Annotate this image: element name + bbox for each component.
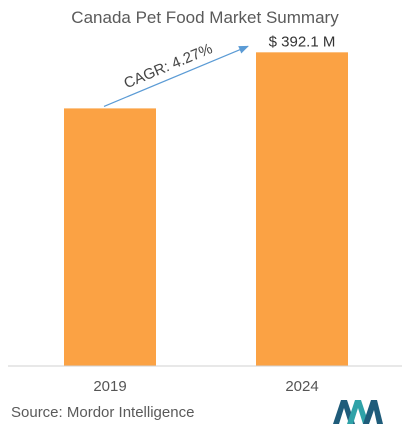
x-tick-label-2024: 2024 bbox=[285, 378, 318, 395]
bar-2019 bbox=[64, 108, 156, 367]
source-text: Source: Mordor Intelligence bbox=[11, 404, 195, 421]
mordor-intelligence-logo bbox=[333, 400, 383, 424]
bar-chart: CAGR: 4.27% 2019 2024$ 392.1 M bbox=[8, 33, 402, 395]
cagr-arrow bbox=[103, 45, 249, 107]
data-label-2024: $ 392.1 M bbox=[269, 33, 336, 50]
bar-2024 bbox=[256, 52, 348, 366]
chart-title: Canada Pet Food Market Summary bbox=[71, 8, 339, 27]
x-tick-label-2019: 2019 bbox=[93, 378, 126, 395]
